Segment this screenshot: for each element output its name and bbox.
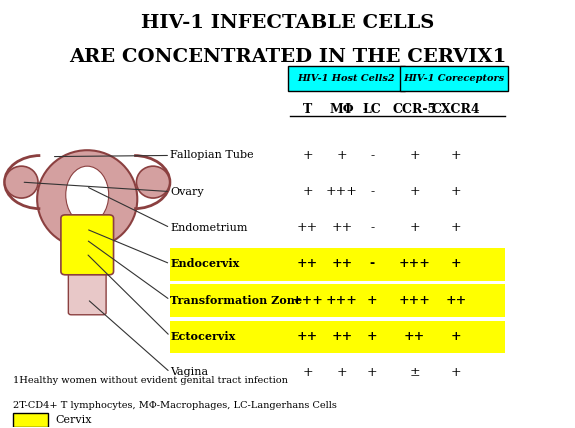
Text: Fallopian Tube: Fallopian Tube [170, 151, 254, 160]
Text: CXCR4: CXCR4 [432, 103, 481, 116]
FancyBboxPatch shape [61, 215, 113, 275]
Text: +++: +++ [326, 294, 358, 306]
Text: +: + [451, 221, 462, 234]
Text: MΦ: MΦ [329, 103, 354, 116]
Ellipse shape [66, 166, 109, 223]
Text: ++: ++ [331, 330, 352, 343]
Text: +++: +++ [326, 185, 358, 198]
Text: ++: ++ [446, 294, 467, 306]
Text: Endocervix: Endocervix [170, 259, 239, 269]
Text: Cervix: Cervix [56, 415, 92, 425]
Text: -: - [370, 221, 374, 234]
Text: +++: +++ [398, 257, 431, 270]
Bar [170, 285, 505, 317]
Ellipse shape [37, 150, 137, 248]
Text: 1Healthy women without evident genital tract infection: 1Healthy women without evident genital t… [13, 377, 287, 386]
Text: +: + [409, 221, 420, 234]
Text: -: - [370, 185, 374, 198]
Text: +: + [409, 185, 420, 198]
Text: +: + [367, 366, 378, 379]
Text: +: + [336, 149, 347, 162]
Text: ++: ++ [297, 221, 318, 234]
Text: -: - [370, 149, 374, 162]
Text: ++: ++ [297, 257, 318, 270]
Text: Endometrium: Endometrium [170, 223, 248, 233]
Text: +: + [336, 366, 347, 379]
Text: +: + [409, 149, 420, 162]
Text: T: T [303, 103, 312, 116]
Text: -: - [370, 257, 375, 270]
Text: +: + [451, 330, 462, 343]
Text: +: + [451, 366, 462, 379]
Text: Ovary: Ovary [170, 187, 204, 196]
Text: Transformation Zone: Transformation Zone [170, 294, 302, 306]
Text: HIV-1 INFECTABLE CELLS: HIV-1 INFECTABLE CELLS [141, 14, 434, 32]
FancyBboxPatch shape [68, 266, 106, 315]
Text: +++: +++ [292, 294, 324, 306]
FancyBboxPatch shape [288, 66, 405, 91]
Text: +: + [451, 149, 462, 162]
Text: +: + [451, 185, 462, 198]
Bar [13, 413, 48, 427]
Text: 2T-CD4+ T lymphocytes, MΦ-Macrophages, LC-Langerhans Cells: 2T-CD4+ T lymphocytes, MΦ-Macrophages, L… [13, 401, 337, 410]
Bar [170, 248, 505, 281]
Text: ARE CONCENTRATED IN THE CERVIX1: ARE CONCENTRATED IN THE CERVIX1 [69, 48, 506, 66]
Text: Ectocervix: Ectocervix [170, 331, 235, 342]
Text: HIV-1 Coreceptors: HIV-1 Coreceptors [404, 74, 505, 83]
Text: HIV-1 Host Cells2: HIV-1 Host Cells2 [297, 74, 395, 83]
Text: +: + [451, 257, 462, 270]
Ellipse shape [136, 166, 170, 198]
Text: LC: LC [363, 103, 382, 116]
Text: ++: ++ [331, 221, 352, 234]
Text: +++: +++ [398, 294, 431, 306]
Text: +: + [302, 185, 313, 198]
Text: ++: ++ [331, 257, 352, 270]
Text: ++: ++ [404, 330, 425, 343]
Text: CCR-5: CCR-5 [393, 103, 436, 116]
Text: +: + [302, 366, 313, 379]
Text: +: + [367, 294, 378, 306]
Bar [170, 321, 505, 353]
Text: +: + [367, 330, 378, 343]
Ellipse shape [5, 166, 38, 198]
Text: ++: ++ [297, 330, 318, 343]
Text: ±: ± [409, 366, 420, 379]
Text: Vagina: Vagina [170, 367, 208, 377]
FancyBboxPatch shape [400, 66, 508, 91]
Text: +: + [302, 149, 313, 162]
